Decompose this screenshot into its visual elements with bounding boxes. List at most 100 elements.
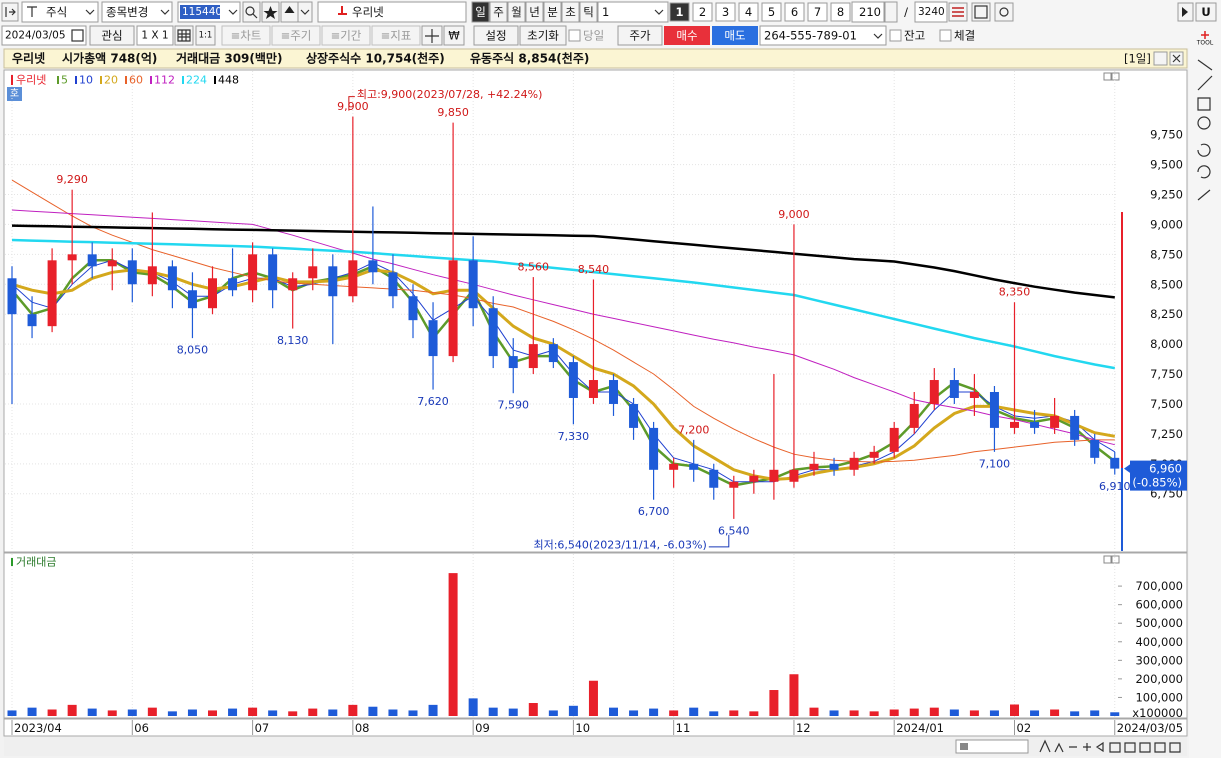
icon [999,7,1009,17]
slot-button[interactable] [784,2,805,22]
candle-body [368,260,378,273]
save-button[interactable] [971,2,991,22]
period-combo[interactable] [597,1,669,23]
menu-button[interactable] [271,25,321,46]
moving-average-line [11,224,1115,299]
panel-button[interactable] [1103,72,1112,81]
period-button[interactable] [471,1,490,23]
period-button[interactable] [543,1,562,23]
panel-button[interactable] [1103,555,1112,564]
volume-bar [809,707,819,716]
x-tick-label: 2024/01 [896,721,944,735]
y-tick-label: 200,000 [1135,672,1183,686]
scrollbar[interactable] [955,739,1029,754]
candle-body [949,380,959,398]
icon [252,13,258,19]
settings-button[interactable] [994,2,1014,22]
slot-button[interactable] [715,2,736,22]
panel-button[interactable] [1111,72,1120,81]
grid-button[interactable] [174,25,194,46]
menu-button[interactable] [321,25,371,46]
info-item: 상장주식수 10,754(천주) [306,51,445,66]
selection [180,5,220,19]
date-input[interactable] [1,25,87,46]
hoga: 호 [10,88,19,100]
settings-button[interactable] [473,25,519,46]
period-button[interactable] [489,1,508,23]
extreme-label: 최저:6,540(2023/11/14, -6.03%) [533,538,706,551]
currency-button[interactable] [443,25,465,46]
price-annotation: 7,100 [979,457,1011,470]
scroll-thumb[interactable] [960,743,968,750]
candle-body [1070,415,1080,440]
market: 주식 [46,5,67,19]
candle-body [769,469,779,482]
hoga-button[interactable] [7,87,22,101]
period: 주 [493,5,504,19]
panel-button[interactable] [1111,555,1120,564]
y-tick-label: 8,250 [1150,307,1183,321]
slot: 4 [745,5,752,19]
period-button[interactable] [561,1,580,23]
layout-box[interactable] [136,25,174,46]
sell-button[interactable] [712,26,758,45]
slot-button[interactable] [692,2,713,22]
legend-entry: 112 [154,74,175,87]
period-label: [1일] [1124,52,1151,66]
dropdown-button[interactable] [297,1,313,23]
fills: 체결 [954,29,975,43]
spinner[interactable] [884,1,898,23]
volume-bar [568,705,578,716]
slot: 2 [699,5,706,19]
slot: 7 [814,5,821,19]
today-checkbox[interactable] [568,29,581,42]
volume-bar [649,708,659,716]
last-price-box [1130,460,1187,491]
volume-bar [849,710,859,716]
ratio-button[interactable] [195,25,216,46]
change-combo[interactable] [101,1,173,23]
balance-checkbox[interactable] [889,29,902,42]
user-button[interactable] [1195,2,1217,22]
candle-body [1110,457,1120,469]
period-button[interactable] [579,1,598,23]
count-input[interactable] [851,1,885,23]
menu-button[interactable] [221,25,271,46]
dropdown-arrow [160,9,170,15]
volume-bar [228,708,238,716]
candle-body [147,266,157,285]
fills-checkbox[interactable] [939,29,952,42]
slot-button[interactable] [761,2,782,22]
buy-button[interactable] [664,26,710,45]
market-combo[interactable] [21,1,99,23]
period-button[interactable] [507,1,526,23]
reset: 초기화 [527,29,559,43]
volume-bar [1090,710,1100,716]
buy: 매수 [676,29,697,43]
candle-body [448,260,458,357]
y-tick-label: 9,250 [1150,187,1183,201]
candle-body [27,314,37,327]
maximize-button[interactable] [1153,51,1168,66]
stock-name-box[interactable] [317,1,467,23]
candle-body [288,278,298,291]
slot-button[interactable] [669,2,690,22]
price-button[interactable] [617,25,663,46]
volume-bar [248,707,258,716]
icon [1182,7,1188,17]
volume-bar [428,704,438,716]
y-tick-label: 8,500 [1150,277,1183,291]
x-tick-label: 12 [796,721,811,735]
reset-button[interactable] [519,25,567,46]
volume-bar [67,704,77,716]
slot-button[interactable] [738,2,759,22]
menu-button[interactable] [371,25,421,46]
volume-bar [829,710,839,716]
slot-button[interactable] [830,2,851,22]
interest-button[interactable] [89,25,135,46]
account-combo[interactable] [759,25,887,46]
slot-button[interactable] [807,2,828,22]
price-annotation: 8,560 [518,261,550,274]
period-button[interactable] [525,1,544,23]
info-item: 거래대금 309(백만) [176,51,282,66]
